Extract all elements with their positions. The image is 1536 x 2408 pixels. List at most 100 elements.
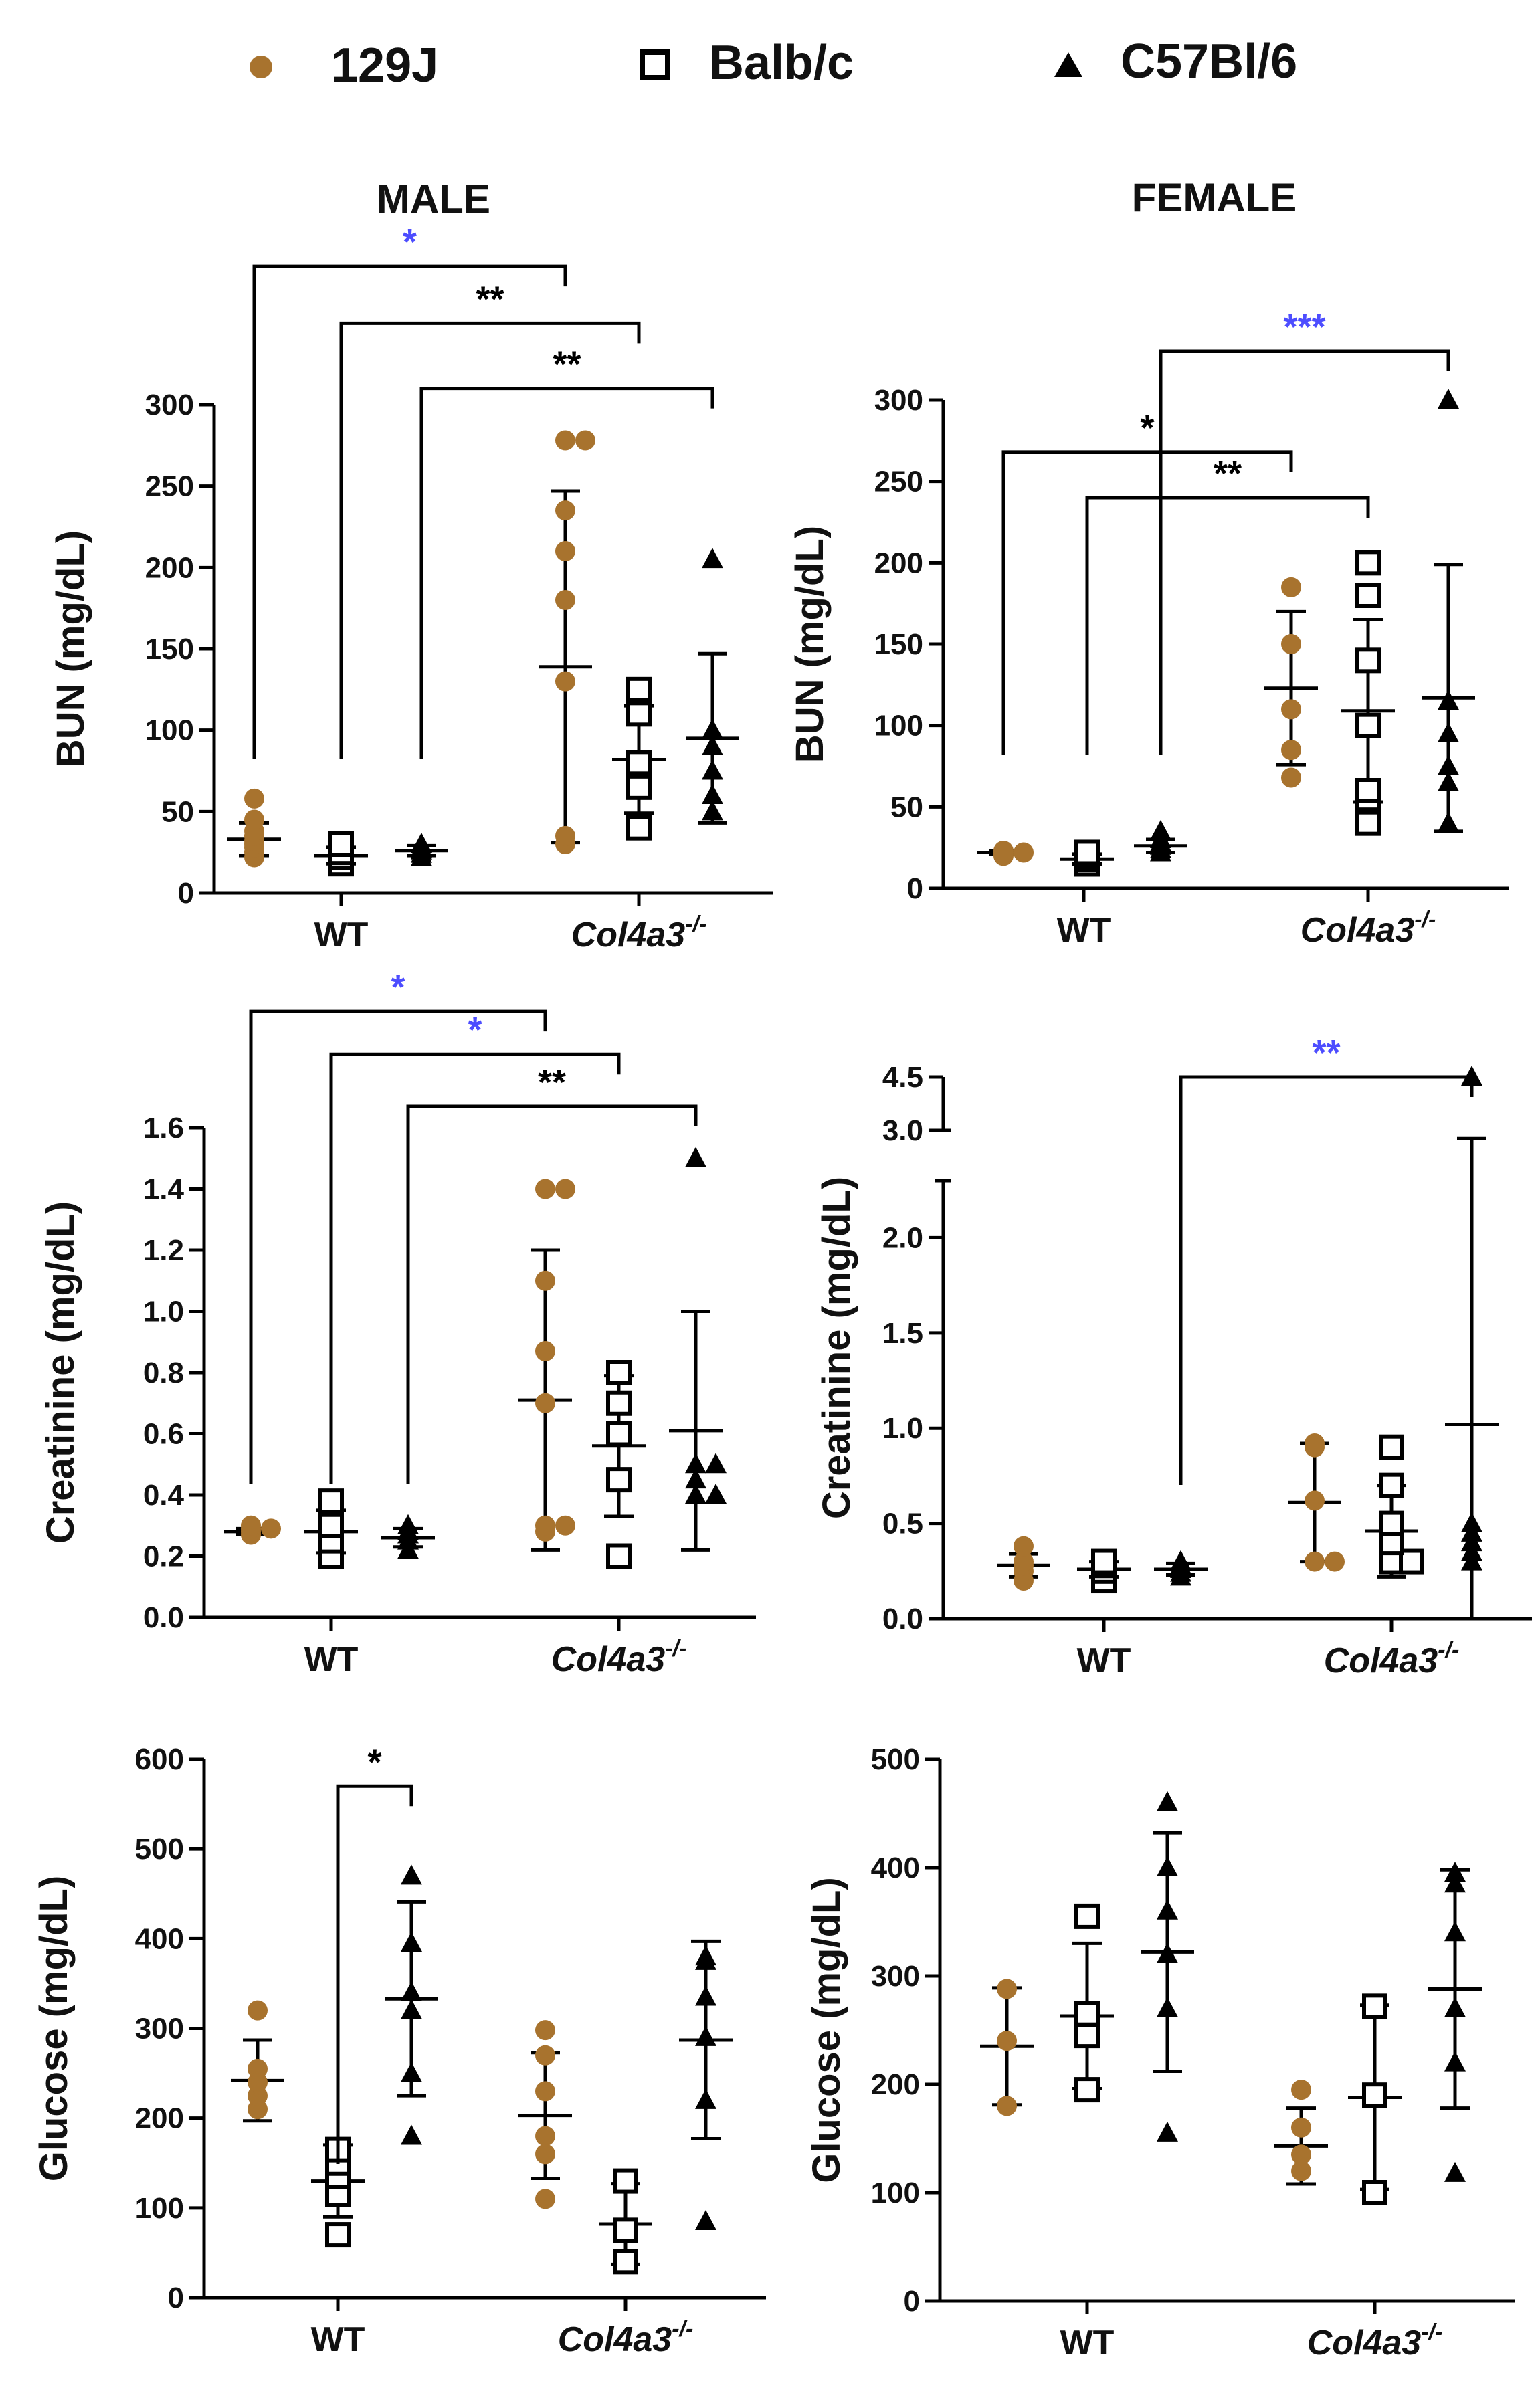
significance-bracket: ** bbox=[419, 344, 714, 759]
y-tick-label: 0.6 bbox=[143, 1418, 184, 1451]
chart-male-bun: 0 50 100 150 200 250 300 BUN (mg/dL) WT Col4a3-/-… bbox=[49, 222, 773, 955]
x-group-label: Col4a3-/- bbox=[571, 912, 707, 955]
significance-bracket: *** bbox=[1159, 307, 1450, 755]
series-129J-Col4a3 bbox=[1288, 1433, 1345, 1572]
data-point bbox=[325, 2222, 351, 2248]
data-point bbox=[535, 1393, 555, 1413]
significance-label: ** bbox=[538, 1062, 566, 1102]
bracket-line bbox=[336, 1784, 413, 2164]
series-C57Bl6-Col4a3 bbox=[669, 1146, 727, 1552]
data-point bbox=[401, 1999, 422, 2019]
data-point bbox=[1355, 810, 1381, 836]
data-point bbox=[318, 1512, 344, 1538]
series-C57Bl6-Col4a3 bbox=[1422, 389, 1475, 833]
series-129J-Col4a3 bbox=[539, 430, 595, 854]
series-C57Bl6-Col4a3 bbox=[679, 1939, 733, 2230]
series-C57Bl6-WT bbox=[1141, 1791, 1194, 2142]
data-point bbox=[1444, 1872, 1466, 1893]
series-C57Bl6-Col4a3 bbox=[1428, 1862, 1482, 2182]
legend-label-c57bl6: C57Bl/6 bbox=[1121, 35, 1297, 88]
data-point bbox=[1438, 722, 1459, 742]
data-point bbox=[702, 718, 723, 739]
legend: 129J Balb/c C57Bl/6 bbox=[250, 35, 1297, 92]
data-point bbox=[244, 809, 264, 830]
y-axis-label: BUN (mg/dL) bbox=[788, 526, 832, 763]
data-point bbox=[1362, 2082, 1387, 2108]
series-129J-WT bbox=[224, 1515, 281, 1545]
y-tick-label: 100 bbox=[871, 2177, 920, 2209]
data-point bbox=[1014, 1551, 1034, 1572]
data-point bbox=[1444, 2161, 1466, 2182]
data-point bbox=[1355, 647, 1381, 674]
series-Balbc-WT bbox=[1077, 1548, 1131, 1594]
data-point bbox=[695, 2088, 716, 2109]
data-point bbox=[1355, 550, 1381, 576]
data-point bbox=[606, 1543, 632, 1569]
x-group-label-superscript: -/- bbox=[685, 912, 706, 937]
x-group-label: WT bbox=[304, 1640, 359, 1679]
data-point bbox=[993, 841, 1014, 862]
y-tick-label: 0.0 bbox=[143, 1601, 184, 1634]
y-tick-label: 0.8 bbox=[143, 1357, 184, 1389]
y-tick-label: 50 bbox=[890, 791, 923, 823]
data-point bbox=[575, 430, 595, 451]
bracket-line bbox=[329, 1052, 621, 1484]
y-tick-label: 100 bbox=[135, 2192, 184, 2225]
data-point bbox=[1157, 2121, 1178, 2142]
data-point bbox=[685, 1453, 706, 1474]
y-tick-label: 600 bbox=[135, 1743, 184, 1776]
data-point bbox=[1291, 2117, 1311, 2138]
data-point bbox=[1074, 2001, 1100, 2027]
data-point bbox=[1438, 389, 1459, 409]
y-tick-label: 150 bbox=[874, 628, 923, 661]
data-point bbox=[1074, 1903, 1100, 1929]
data-point bbox=[1379, 1472, 1404, 1498]
y-tick-label: 100 bbox=[874, 710, 923, 742]
y-tick-label: 3.0 bbox=[882, 1114, 923, 1147]
y-tick-label: 0 bbox=[904, 2285, 920, 2318]
data-point bbox=[1157, 1856, 1178, 1876]
data-point bbox=[411, 833, 432, 853]
data-point bbox=[241, 1515, 261, 1536]
series-129J-Col4a3 bbox=[1274, 2080, 1328, 2186]
data-point bbox=[1157, 1791, 1178, 1811]
significance-bracket: ** bbox=[1179, 1033, 1474, 1485]
y-tick-label: 1.5 bbox=[882, 1317, 923, 1350]
legend-marker-c57bl6 bbox=[1054, 52, 1082, 77]
data-point bbox=[244, 788, 264, 809]
data-point bbox=[1438, 755, 1459, 775]
data-point bbox=[626, 774, 652, 800]
y-tick-label: 200 bbox=[145, 551, 194, 584]
y-axis-label: BUN (mg/dL) bbox=[49, 530, 92, 767]
chart-female-bun: 0 50 100 150 200 250 300 BUN (mg/dL) WT Col4a3-/-… bbox=[788, 307, 1509, 950]
data-point bbox=[1291, 2161, 1311, 2181]
significance-bracket: ** bbox=[406, 1062, 698, 1484]
data-point bbox=[401, 1932, 422, 1952]
x-group-label: Col4a3-/- bbox=[1307, 2320, 1443, 2363]
significance-bracket: ** bbox=[1085, 454, 1370, 755]
data-point bbox=[401, 1864, 422, 1885]
data-point bbox=[1074, 2023, 1100, 2049]
data-point bbox=[535, 1515, 555, 1536]
series-Balbc-WT bbox=[1060, 839, 1114, 877]
data-point bbox=[626, 676, 652, 702]
data-point bbox=[1438, 771, 1459, 791]
data-point bbox=[535, 2045, 555, 2066]
series-Balbc-Col4a3 bbox=[1365, 1434, 1424, 1579]
series-C57Bl6-WT bbox=[1154, 1550, 1208, 1586]
data-point bbox=[1157, 1997, 1178, 2017]
significance-label: ** bbox=[553, 344, 581, 385]
y-tick-label: 400 bbox=[135, 1922, 184, 1955]
bracket-line bbox=[406, 1104, 698, 1484]
series-C57Bl6-WT bbox=[381, 1514, 435, 1559]
significance-label: ** bbox=[476, 279, 504, 319]
x-group-label-superscript: -/- bbox=[1414, 907, 1436, 932]
y-tick-label: 500 bbox=[135, 1833, 184, 1866]
data-point bbox=[702, 548, 723, 569]
y-tick-label: 2.0 bbox=[882, 1221, 923, 1254]
series-Balbc-Col4a3 bbox=[592, 1360, 646, 1569]
data-point bbox=[702, 759, 723, 780]
chart-female-glucose: 0 100 200 300 400 500 Glucose (mg/dL) WT Col4a3-… bbox=[805, 1743, 1515, 2363]
y-tick-label: 300 bbox=[135, 2013, 184, 2045]
